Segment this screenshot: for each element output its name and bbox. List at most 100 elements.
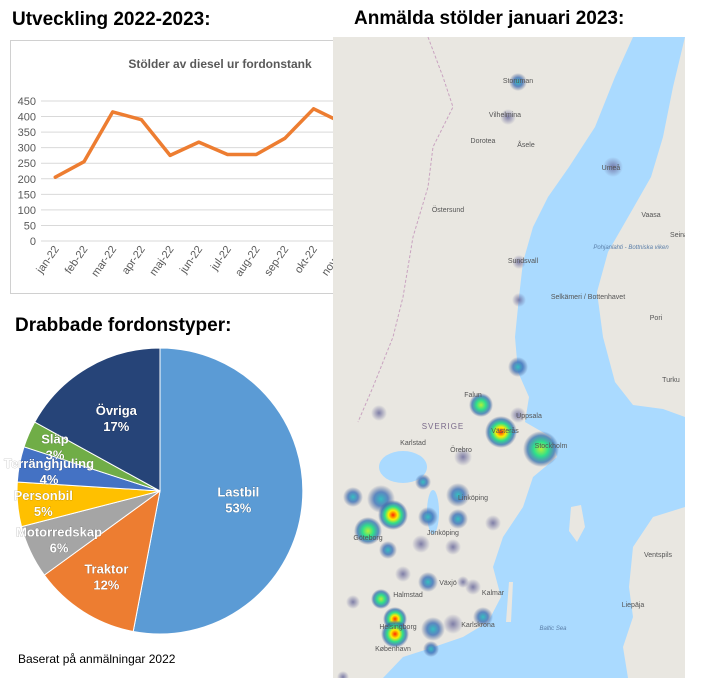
heat-spot [395,566,411,582]
heat-spot [523,431,559,467]
map-place-label: Helsingborg [379,624,416,631]
map-place-label: Göteborg [353,535,382,542]
land-oland [506,582,513,622]
heat-spot [508,357,528,377]
heat-spot [354,517,382,545]
y-tick-label: 400 [18,112,36,124]
lake-vanern [379,451,427,483]
development-heading: Utveckling 2022-2023: [12,9,211,30]
map-place-label: SVERIGE [422,422,465,431]
heat-spot [371,589,391,609]
pie-label: Lastbil [217,484,259,499]
x-tick-label: jun-22 [177,244,205,277]
map-place-label: Karlstad [400,440,426,447]
land-gotland [569,505,585,542]
x-tick-label: okt-22 [293,244,320,276]
y-tick-label: 50 [24,220,36,232]
x-tick-label: feb-22 [63,244,91,276]
land-scandinavia [333,37,633,678]
map-place-label: Ventspils [644,552,673,559]
heat-spot [346,595,360,609]
heat-spot [448,509,468,529]
x-tick-label: mar-22 [89,244,119,279]
data-point [283,136,287,140]
map-place-label: Storuman [503,78,533,85]
y-tick-label: 300 [18,143,36,155]
heat-spot [337,671,349,678]
heat-spot [343,487,363,507]
map-place-label: Växjö [439,580,457,587]
map-place-label: Falun [464,392,482,399]
land-baltics [623,507,685,678]
heatmap-map[interactable]: Storuman Vilhelmina Dorotea Åsele Umeå Östers… [333,37,685,678]
heat-spot [510,407,526,423]
pie-percent: 17% [103,419,129,434]
land-denmark [333,607,373,678]
heat-spot [485,515,501,531]
y-tick-label: 350 [18,127,36,139]
pie-percent: 5% [34,504,53,519]
heat-spot [603,157,623,177]
map-place-label: Västerås [491,427,519,435]
heat-spot [509,73,527,91]
y-tick-label: 200 [18,174,36,186]
heat-spot [423,641,439,657]
map-place-label: Turku [662,377,680,384]
heat-spot [443,614,463,634]
pie-slice-övriga [34,347,161,492]
map-place-label: Selkämeri / Bottenhavet [551,294,625,301]
x-tick-label: jan-22 [34,244,62,277]
pie-label: Terränghjuling [4,456,94,471]
y-tick-label: 450 [18,96,36,108]
map-place-label: Vaasa [641,212,660,219]
border-norway [357,37,454,423]
data-point [82,160,86,164]
map-place-label: København [375,646,411,653]
heat-spot [512,293,526,307]
map-place-label: Pori [650,315,663,322]
pie-percent: 3% [46,448,65,463]
heat-spot [378,500,408,530]
pie-label: Släp [41,432,69,447]
heat-spot [469,393,493,417]
map-place-label: Stockholm [535,443,568,450]
heat-spot [415,474,431,490]
map-place-label: Östersund [432,206,464,214]
heat-spot [485,416,517,448]
chart-title: Stölder av diesel ur fordonstank [128,57,312,71]
heat-spot [512,255,526,269]
data-point [197,140,201,144]
pie-slice-lastbil [132,347,304,635]
y-tick-label: 0 [30,236,36,248]
map-place-label: Halmstad [393,592,423,599]
pie-percent: 6% [50,540,69,555]
map-place-label: Umeå [602,164,621,172]
data-point [254,153,258,157]
map-place-label: Karlskrona [461,622,495,629]
map-canvas: Storuman Vilhelmina Dorotea Åsele Umeå Östers… [333,37,685,678]
heat-spot [500,109,516,125]
x-tick-label: aug-22 [233,244,262,279]
y-tick-label: 250 [18,158,36,170]
data-point [139,118,143,122]
pie-chart-wrap: Lastbil 53% Traktor 12% Motorredskap 6% Person… [0,330,330,660]
map-place-label: Seinä [670,232,685,239]
pie-percent: 4% [40,472,59,487]
pie-percent: 12% [93,578,119,593]
heat-spot [371,405,387,421]
heat-spot [473,607,493,627]
map-place-label: Sundsvall [508,258,539,265]
map-place-label: Uppsala [516,413,542,420]
x-tick-label: sep-22 [262,244,291,278]
map-place-label: Kalmar [482,590,505,597]
pie-label: Personbil [14,488,73,503]
y-tick-label: 100 [18,205,36,217]
heat-spot [457,576,469,588]
heat-spot [445,539,461,555]
data-point [168,153,172,157]
map-place-label: Vilhelmina [489,112,521,119]
pie-label: Motorredskap [16,524,102,539]
land-finland [597,37,685,417]
map-place-label: Pohjanlahti - Bottniska viken [593,245,669,251]
